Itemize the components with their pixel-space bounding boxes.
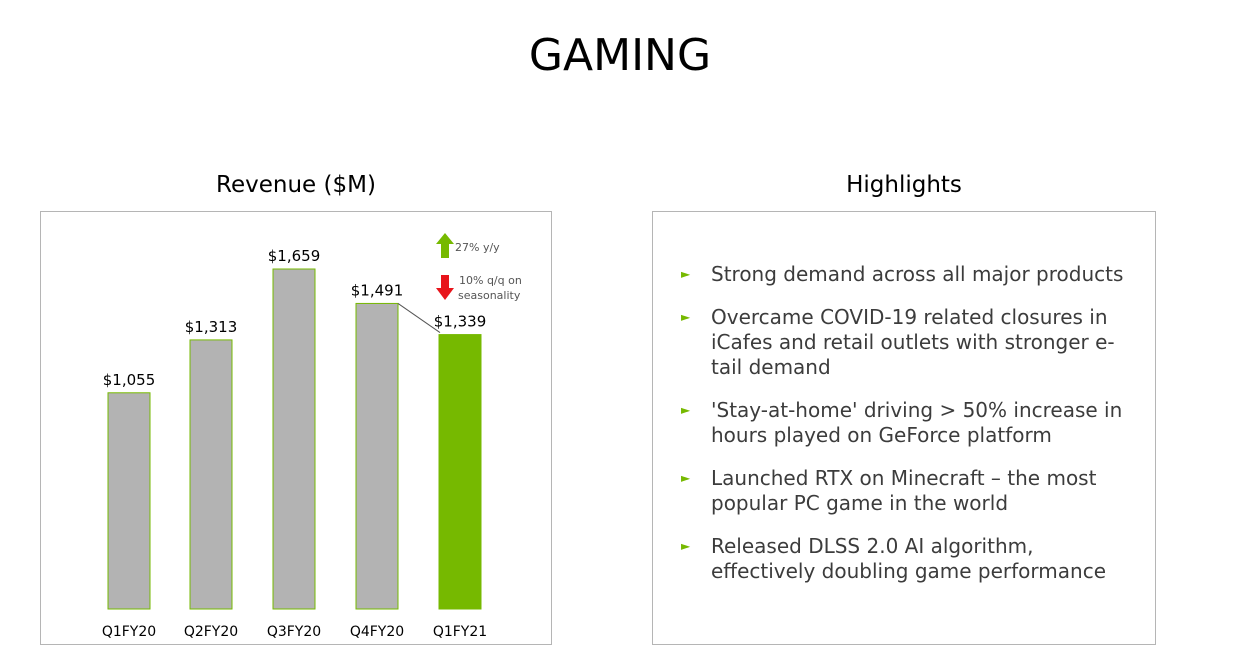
triangle-bullet-icon: ► — [681, 403, 691, 417]
bar-q3fy20 — [272, 268, 316, 610]
highlight-text: Overcame COVID-19 related closures in iC… — [711, 305, 1115, 379]
bar-q1fy21 — [438, 334, 482, 610]
highlight-item: ► Released DLSS 2.0 AI algorithm, effecti… — [653, 534, 1155, 584]
highlight-item: ► Launched RTX on Minecraft – the most po… — [653, 466, 1155, 516]
bar-q1fy20 — [107, 392, 151, 610]
highlight-item: ► Strong demand across all major products — [653, 262, 1155, 287]
x-tick-label: Q3FY20 — [267, 624, 321, 640]
revenue-chart-panel: $1,055 Q1FY20 $1,313 Q2FY20 $1,659 Q3FY20 $1,4… — [40, 211, 552, 645]
highlights-list: ► Strong demand across all major products… — [653, 262, 1155, 602]
x-tick-label: Q4FY20 — [350, 624, 404, 640]
triangle-bullet-icon: ► — [681, 267, 691, 281]
x-tick-label: Q1FY21 — [433, 624, 487, 640]
bar-value-label: $1,491 — [351, 281, 404, 299]
highlights-heading: Highlights — [846, 172, 962, 198]
page-title: GAMING — [528, 30, 712, 81]
highlights-panel: ► Strong demand across all major products… — [652, 211, 1156, 645]
annotation-qoq: 10% q/q on seasonality — [458, 274, 522, 302]
qoq-connector-line — [397, 303, 441, 333]
bar-q2fy20 — [189, 339, 233, 610]
highlight-text: Launched RTX on Minecraft – the most pop… — [711, 466, 1097, 515]
chart-title: Revenue ($M) — [216, 172, 376, 198]
triangle-bullet-icon: ► — [681, 539, 691, 553]
bar-value-label: $1,055 — [103, 371, 156, 389]
triangle-bullet-icon: ► — [681, 471, 691, 485]
highlight-text: Released DLSS 2.0 AI algorithm, effectiv… — [711, 534, 1106, 583]
highlight-text: 'Stay-at-home' driving > 50% increase in… — [711, 398, 1123, 447]
bar-q4fy20 — [355, 302, 399, 610]
x-tick-label: Q1FY20 — [102, 624, 156, 640]
highlight-item: ► 'Stay-at-home' driving > 50% increase i… — [653, 398, 1155, 448]
annotation-yoy: 27% y/y — [455, 241, 500, 254]
bar-value-label: $1,339 — [434, 313, 487, 331]
revenue-bar-chart: $1,055 Q1FY20 $1,313 Q2FY20 $1,659 Q3FY20 $1,4… — [102, 233, 522, 640]
x-tick-label: Q2FY20 — [184, 624, 238, 640]
bar-value-label: $1,659 — [268, 247, 321, 265]
highlight-item: ► Overcame COVID-19 related closures in i… — [653, 305, 1155, 380]
arrow-up-icon — [436, 233, 454, 258]
arrow-down-icon — [436, 275, 454, 300]
triangle-bullet-icon: ► — [681, 310, 691, 324]
highlight-text: Strong demand across all major products — [711, 262, 1124, 286]
bar-value-label: $1,313 — [185, 318, 238, 336]
